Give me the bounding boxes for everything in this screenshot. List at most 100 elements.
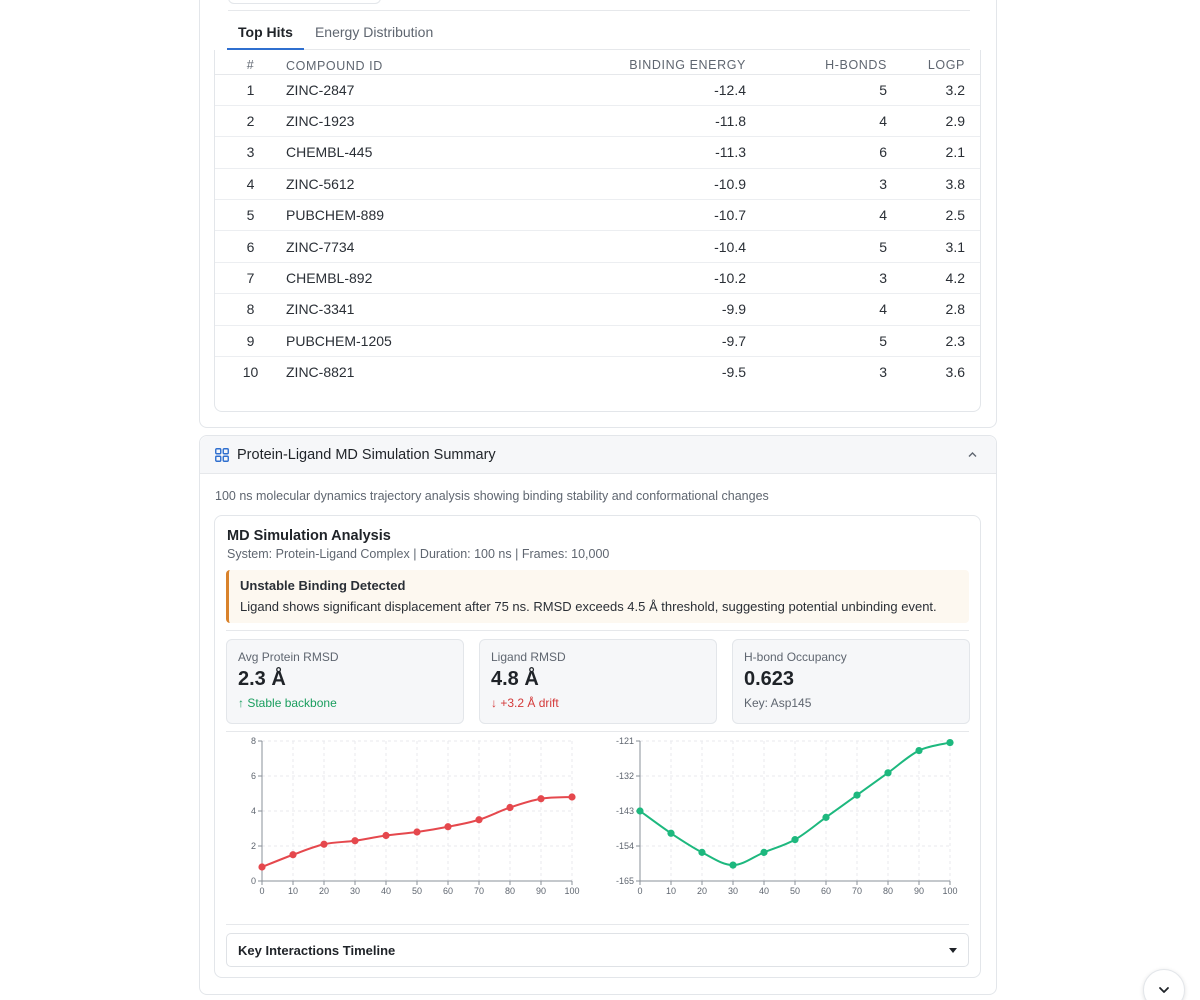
x-tick-label: 0 (637, 886, 642, 896)
scroll-down-button[interactable] (1143, 969, 1185, 1000)
table-cell-compound-id: PUBCHEM-1205 (278, 325, 566, 358)
data-point[interactable] (506, 803, 514, 812)
column-header-binding-energy[interactable]: BINDING ENERGY (566, 50, 746, 75)
dashboard-grid-icon (215, 447, 229, 462)
stat-trend: ↓ +3.2 Å drift (491, 696, 559, 710)
x-tick-label: 90 (914, 886, 924, 896)
top-hits-table-card: # COMPOUND ID BINDING ENERGY H-BONDS LOG… (214, 50, 981, 412)
x-tick-label: 40 (381, 886, 391, 896)
data-point[interactable] (791, 836, 799, 844)
table-cell-logp: 3.2 (887, 74, 980, 106)
x-tick-label: 90 (536, 886, 546, 896)
table-row[interactable]: 9 PUBCHEM-1205 -9.7 5 2.3 (215, 325, 980, 358)
md-section-header[interactable]: Protein-Ligand MD Simulation Summary (200, 436, 996, 474)
table-cell-logp: 2.8 (887, 293, 980, 326)
data-point[interactable] (475, 816, 483, 824)
table-cell-logp: 2.3 (887, 325, 980, 358)
table-cell-logp: 2.5 (887, 199, 980, 232)
arrow-up-icon: ↑ (238, 696, 244, 710)
x-tick-label: 40 (759, 886, 769, 896)
table-cell-logp: 3.8 (887, 168, 980, 201)
data-point[interactable] (351, 837, 359, 845)
column-header-rank[interactable]: # (215, 50, 278, 75)
table-cell-binding-energy: -10.7 (566, 199, 746, 232)
data-point[interactable] (568, 793, 576, 801)
x-tick-label: 20 (319, 886, 329, 896)
y-tick-label: -165 (616, 876, 634, 886)
x-tick-label: 50 (790, 886, 800, 896)
table-cell-compound-id: ZINC-5612 (278, 168, 566, 201)
data-point[interactable] (537, 795, 545, 803)
stat-label: Ligand RMSD (491, 650, 566, 664)
column-header-logp[interactable]: LOGP (887, 50, 980, 75)
x-tick-label: 70 (852, 886, 862, 896)
dropdown-label: Key Interactions Timeline (238, 942, 396, 958)
chevron-up-icon[interactable] (967, 449, 978, 460)
table-cell-binding-energy: -12.4 (566, 74, 746, 106)
data-point[interactable] (289, 851, 297, 859)
data-point[interactable] (915, 746, 923, 755)
y-tick-label: 2 (251, 841, 256, 851)
table-row[interactable]: 6 ZINC-7734 -10.4 5 3.1 (215, 230, 980, 263)
x-tick-label: 30 (350, 886, 360, 896)
data-point[interactable] (884, 769, 892, 777)
tab-energy-distribution[interactable]: Energy Distribution (314, 24, 434, 40)
table-cell-binding-energy: -10.4 (566, 230, 746, 263)
data-point[interactable] (444, 823, 452, 831)
table-cell-h-bonds: 5 (746, 230, 887, 263)
results-card: Top Hits Energy Distribution # COMPOUND … (199, 0, 997, 428)
x-tick-label: 80 (505, 886, 515, 896)
table-cell-rank: 8 (215, 293, 278, 326)
key-interactions-dropdown[interactable]: Key Interactions Timeline (226, 933, 969, 967)
data-point[interactable] (698, 848, 706, 856)
table-row[interactable]: 10 ZINC-8821 -9.5 3 3.6 (215, 357, 980, 388)
table-row[interactable]: 8 ZINC-3341 -9.9 4 2.8 (215, 293, 980, 326)
divider (226, 924, 969, 925)
table-cell-rank: 4 (215, 168, 278, 201)
chart-grid (261, 740, 573, 882)
data-point[interactable] (729, 861, 737, 869)
x-tick-label: 70 (474, 886, 484, 896)
table-cell-rank: 2 (215, 105, 278, 138)
table-cell-h-bonds: 4 (746, 293, 887, 326)
data-point[interactable] (822, 813, 830, 821)
table-cell-binding-energy: -9.9 (566, 293, 746, 326)
table-row[interactable]: 3 CHEMBL-445 -11.3 6 2.1 (215, 136, 980, 169)
stat-value: 0.623 (744, 668, 795, 690)
stat-value: 2.3 Å (238, 668, 286, 690)
table-cell-h-bonds: 5 (746, 74, 887, 106)
table-row[interactable]: 7 CHEMBL-892 -10.2 3 4.2 (215, 262, 980, 295)
x-tick-label: 30 (728, 886, 738, 896)
data-point[interactable] (382, 831, 390, 840)
table-row[interactable]: 1 ZINC-2847 -12.4 5 3.2 (215, 74, 980, 106)
table-cell-logp: 2.9 (887, 105, 980, 138)
data-point[interactable] (413, 828, 421, 836)
column-header-compound-id[interactable]: COMPOUND ID (278, 50, 566, 75)
top-hits-table: # COMPOUND ID BINDING ENERGY H-BONDS LOG… (215, 50, 980, 388)
table-cell-compound-id: ZINC-7734 (278, 230, 566, 263)
data-point[interactable] (258, 863, 266, 871)
y-tick-label: 4 (251, 806, 256, 816)
x-tick-label: 20 (697, 886, 707, 896)
y-tick-label: -143 (616, 806, 634, 816)
arrow-down-icon: ↓ (491, 696, 497, 710)
data-point[interactable] (853, 791, 861, 799)
table-cell-h-bonds: 3 (746, 168, 887, 201)
table-cell-binding-energy: -10.9 (566, 168, 746, 201)
data-point[interactable] (636, 807, 644, 815)
data-point[interactable] (760, 848, 768, 856)
table-header-row: # COMPOUND ID BINDING ENERGY H-BONDS LOG… (215, 50, 980, 75)
data-point[interactable] (946, 738, 954, 747)
stat-card-hbond-occupancy: H-bond Occupancy 0.623 Key: Asp145 (732, 639, 970, 724)
table-row[interactable]: 4 ZINC-5612 -10.9 3 3.8 (215, 168, 980, 201)
tab-top-hits[interactable]: Top Hits (227, 11, 304, 50)
data-point[interactable] (320, 840, 328, 848)
data-point[interactable] (667, 829, 675, 837)
table-row[interactable]: 5 PUBCHEM-889 -10.7 4 2.5 (215, 199, 980, 232)
column-header-h-bonds[interactable]: H-BONDS (746, 50, 887, 75)
y-tick-label: -121 (616, 736, 634, 746)
table-row[interactable]: 2 ZINC-1923 -11.8 4 2.9 (215, 105, 980, 138)
table-cell-logp: 4.2 (887, 262, 980, 295)
table-cell-rank: 3 (215, 136, 278, 169)
toolbar-button[interactable] (228, 0, 381, 4)
